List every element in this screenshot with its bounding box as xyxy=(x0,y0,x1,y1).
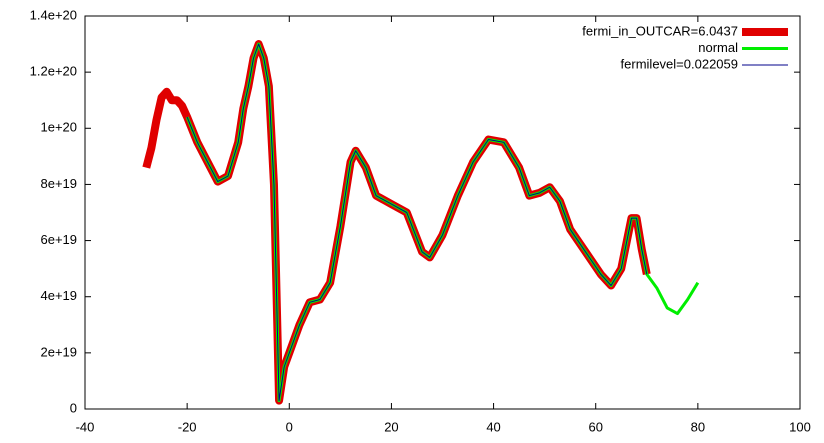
y-tick-label: 1.4e+20 xyxy=(30,7,77,22)
x-tick-label: -20 xyxy=(178,419,197,434)
plot-border xyxy=(84,15,801,410)
series-line xyxy=(185,42,700,403)
legend-label: normal xyxy=(698,40,738,55)
y-tick-label: 1e+20 xyxy=(40,120,77,135)
x-tick-label: -40 xyxy=(76,419,95,434)
y-tick-label: 1.2e+20 xyxy=(30,64,77,79)
x-tick-label: 80 xyxy=(691,419,705,434)
x-tick-label: 20 xyxy=(384,419,398,434)
y-tick-label: 6e+19 xyxy=(40,232,77,247)
legend-label: fermi_in_OUTCAR=6.0437 xyxy=(582,23,738,38)
series-line xyxy=(142,40,651,405)
y-tick-label: 8e+19 xyxy=(40,176,77,191)
y-tick-label: 4e+19 xyxy=(40,288,77,303)
x-tick-label: 60 xyxy=(588,419,602,434)
x-tick-label: 100 xyxy=(789,419,811,434)
legend-label: fermilevel=0.022059 xyxy=(621,56,738,71)
y-tick-label: 0 xyxy=(70,400,77,415)
series-line xyxy=(186,43,648,402)
x-tick-label: 40 xyxy=(486,419,500,434)
y-tick-label: 2e+19 xyxy=(40,344,77,359)
x-tick-label: 0 xyxy=(286,419,293,434)
